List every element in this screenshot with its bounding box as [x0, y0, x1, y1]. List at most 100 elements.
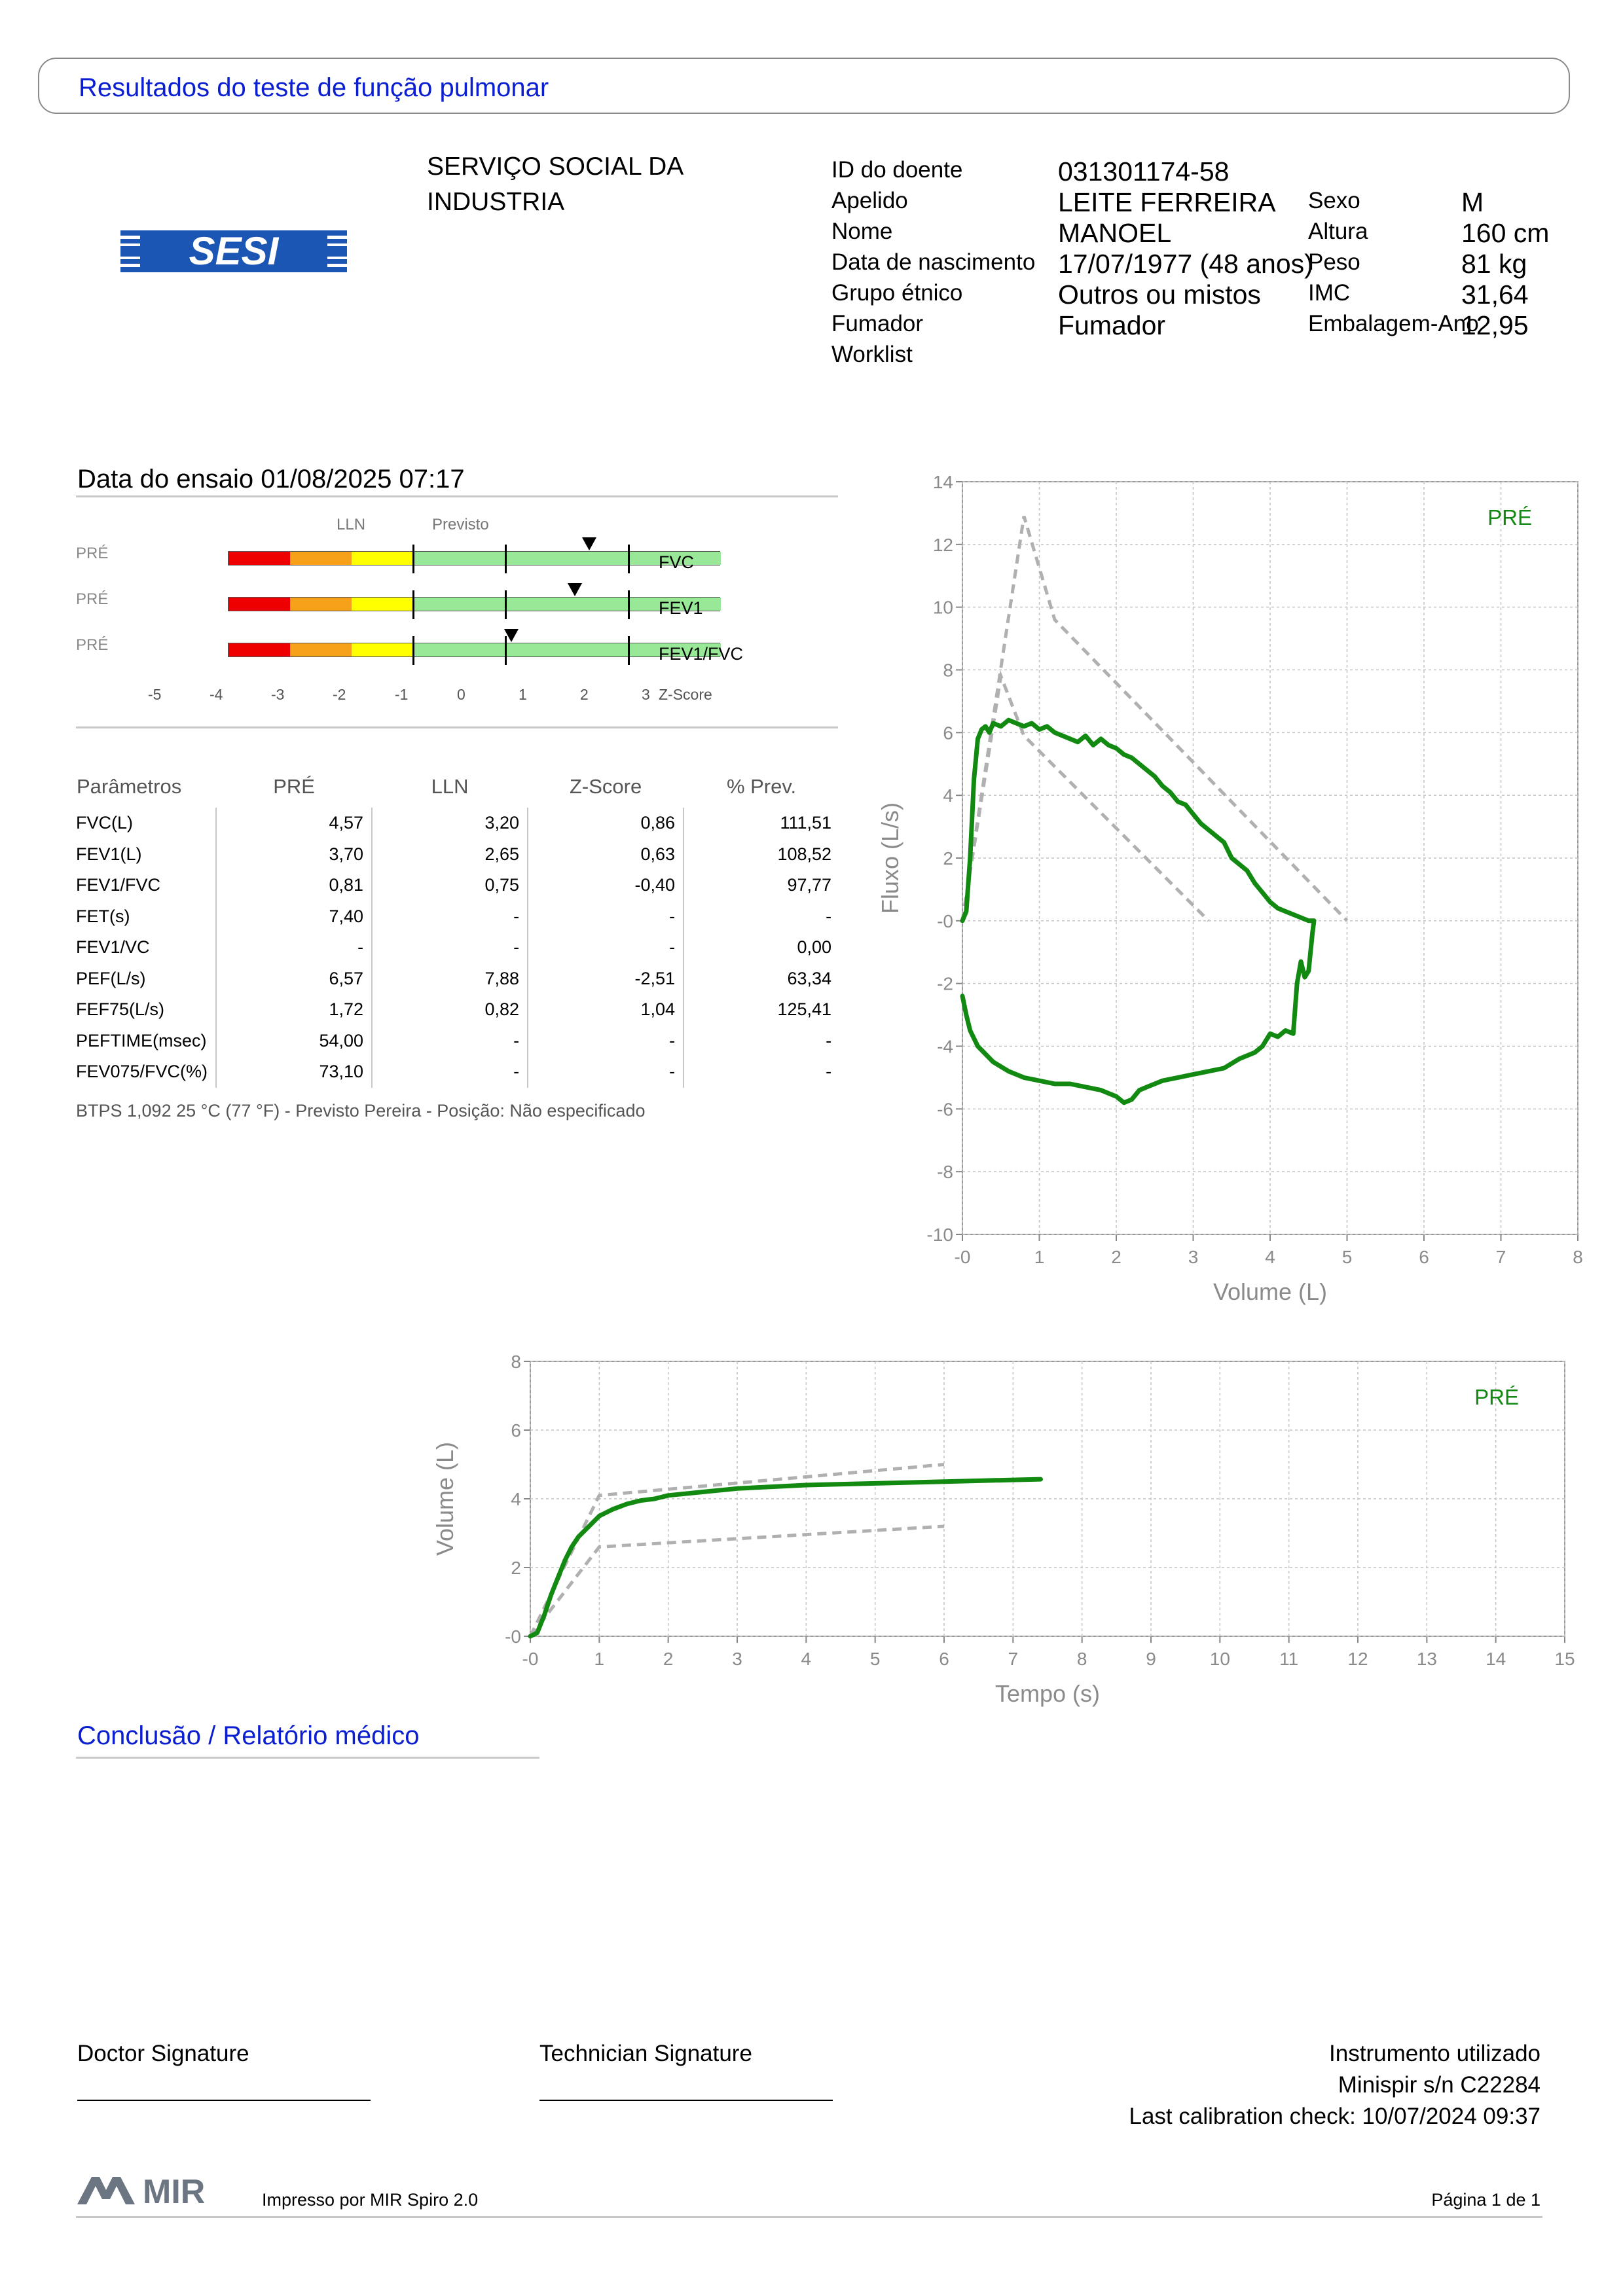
table-cell: FVC(L) — [76, 813, 133, 833]
y-tick-label: -0 — [937, 911, 953, 931]
zscore-marker — [568, 583, 583, 596]
table-cell: 0,75 — [371, 870, 528, 901]
x-tick-label: -0 — [955, 1247, 971, 1267]
flow-volume-chart: -0 1 2 3 4 5 6 7 8-10-8-6-4-2-02468101214PRÉVolu… — [877, 472, 1583, 1305]
x-axis-label: Volume (L) — [1213, 1278, 1327, 1305]
table-row: PEF(L/s) 6,57 7,88 -2,51 63,34 — [76, 963, 840, 994]
row-tag: PRÉ — [76, 545, 109, 562]
bmi-label: IMC — [1308, 280, 1351, 306]
y-axis-label: Fluxo (L/s) — [877, 802, 903, 914]
lln-header: LLN — [337, 516, 366, 533]
zscore-marker — [504, 629, 519, 642]
table-cell: - — [371, 1056, 528, 1088]
x-tick-label: 5 — [1342, 1247, 1353, 1267]
table-cell: 2,65 — [371, 838, 528, 870]
table-cell: 97,77 — [683, 870, 840, 901]
upper-line — [628, 545, 630, 573]
weight-label: Peso — [1308, 249, 1360, 275]
z-tick: 0 — [457, 686, 465, 703]
y-tick-label: 2 — [511, 1558, 521, 1578]
table-row: FVC(L) 4,57 3,20 0,86 111,51 — [76, 808, 840, 839]
x-tick-label: 2 — [663, 1649, 674, 1669]
column-header: LLN — [431, 775, 469, 798]
measured-curve — [960, 918, 1317, 1105]
y-tick-label: 8 — [511, 1352, 521, 1372]
y-tick-label: -6 — [937, 1099, 953, 1119]
table-cell: 63,34 — [683, 963, 840, 994]
x-tick-label: 13 — [1417, 1649, 1437, 1669]
z-tick: -2 — [333, 686, 346, 703]
table-row: FET(s) 7,40 - - - — [76, 901, 840, 932]
table-cell: - — [371, 1025, 528, 1056]
dob-value: 17/07/1977 (48 anos) — [1058, 249, 1313, 279]
table-cell: - — [683, 1056, 840, 1088]
table-row: FEV1/FVC 0,81 0,75 -0,40 97,77 — [76, 870, 840, 901]
table-cell: FET(s) — [76, 906, 130, 926]
lln-line — [412, 590, 414, 619]
x-tick-label: 3 — [1188, 1247, 1199, 1267]
table-cell: PEF(L/s) — [76, 968, 146, 988]
table-cell: - — [527, 901, 684, 932]
table-cell: - — [527, 1056, 684, 1088]
table-cell: PEFTIME(msec) — [76, 1030, 207, 1050]
y-tick-label: 8 — [943, 660, 953, 681]
sesi-logo-graphic: SESI — [120, 229, 347, 273]
name-label: Nome — [831, 219, 893, 244]
zone-orange — [290, 552, 352, 565]
row-name: FEV1/FVC — [659, 644, 744, 664]
z-tick: 1 — [519, 686, 527, 703]
x-tick-label: 15 — [1554, 1649, 1575, 1669]
upper-line — [628, 590, 630, 619]
table-cell: 7,40 — [215, 901, 373, 932]
predicted-line — [505, 545, 507, 573]
zscore-bar-fvc — [228, 537, 721, 573]
table-cell: - — [683, 901, 840, 932]
table-cell: FEF75(L/s) — [76, 999, 165, 1020]
technician-signature-label: Technician Signature — [539, 2041, 752, 2066]
table-cell: 54,00 — [215, 1025, 373, 1056]
predicted-curve — [960, 670, 1210, 922]
sex-value: M — [1461, 187, 1484, 217]
x-axis-label: Tempo (s) — [995, 1680, 1100, 1707]
patient-id-label: ID do doente — [831, 157, 963, 183]
y-tick-label: -8 — [937, 1162, 953, 1182]
table-cell: - — [371, 932, 528, 963]
x-tick-label: 2 — [1111, 1247, 1122, 1267]
x-tick-label: 8 — [1077, 1649, 1087, 1669]
parameters-table: Parâmetros PRÉ LLN Z-Score % Prev. FVC(L… — [76, 766, 840, 1088]
name-value: MANOEL — [1058, 218, 1172, 248]
height-value: 160 cm — [1461, 218, 1550, 248]
page-number: Página 1 de 1 — [1431, 2190, 1541, 2210]
calibration-check: Last calibration check: 10/07/2024 09:37 — [1129, 2104, 1541, 2129]
y-tick-label: 6 — [511, 1420, 521, 1441]
table-cell: FEV1/FVC — [76, 875, 161, 895]
table-cell: 4,57 — [215, 808, 373, 839]
lln-line — [412, 636, 414, 665]
y-tick-label: -0 — [505, 1626, 521, 1647]
y-tick-label: 4 — [511, 1489, 521, 1509]
z-tick: -3 — [271, 686, 285, 703]
divider — [76, 726, 838, 728]
predicted-curve — [529, 1524, 945, 1638]
table-cell: -2,51 — [527, 963, 684, 994]
x-tick-label: 14 — [1486, 1649, 1506, 1669]
conclusion-title: Conclusão / Relatório médico — [77, 1721, 420, 1750]
x-tick-label: 10 — [1210, 1649, 1230, 1669]
predicted-header: Previsto — [432, 516, 489, 533]
y-tick-label: 12 — [933, 535, 953, 555]
surname-label: Apelido — [831, 188, 908, 213]
ethnic-label: Grupo étnico — [831, 280, 963, 306]
table-cell: 3,20 — [371, 808, 528, 839]
row-tag: PRÉ — [76, 636, 109, 654]
x-tick-label: -0 — [522, 1649, 539, 1669]
organization-name: SERVIÇO SOCIAL DA INDUSTRIA — [427, 152, 683, 216]
report-header: Resultados do teste de função pulmonar — [38, 58, 1570, 114]
mir-logo-text: MIR — [143, 2174, 205, 2204]
table-row: FEV1(L) 3,70 2,65 0,63 108,52 — [76, 838, 840, 870]
x-tick-label: 6 — [939, 1649, 949, 1669]
x-tick-label: 6 — [1419, 1247, 1429, 1267]
x-tick-label: 4 — [1265, 1247, 1275, 1267]
table-cell: 0,00 — [683, 932, 840, 963]
z-axis-label: Z-Score — [659, 686, 712, 703]
x-tick-label: 12 — [1347, 1649, 1368, 1669]
